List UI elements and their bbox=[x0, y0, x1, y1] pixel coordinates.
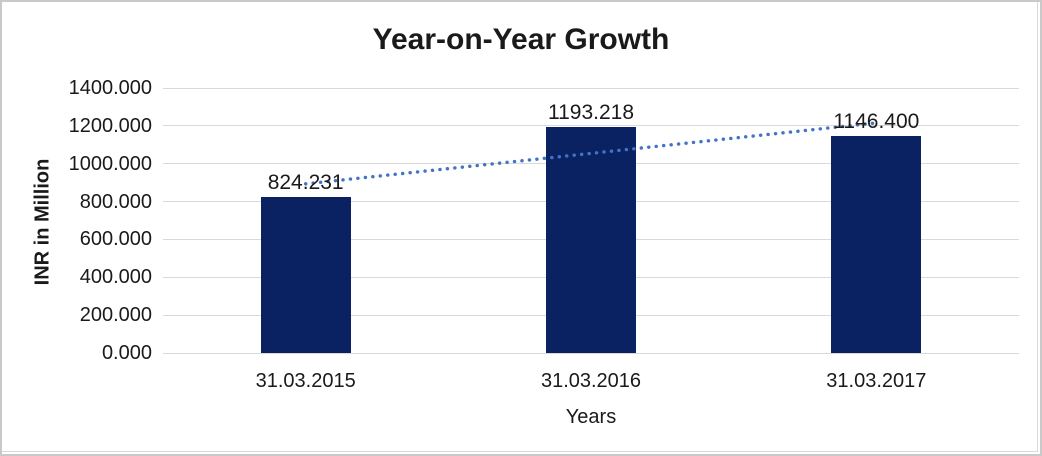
y-tick-label: 800.000 bbox=[79, 190, 152, 213]
bar-value-label: 1193.218 bbox=[547, 101, 635, 125]
y-tick-label: 1000.000 bbox=[68, 152, 152, 175]
y-tick-label: 1200.000 bbox=[68, 114, 152, 137]
y-tick-label: 0.000 bbox=[101, 342, 152, 364]
gridline bbox=[163, 352, 1019, 354]
bar bbox=[260, 196, 351, 353]
bar-value-label: 824.231 bbox=[267, 170, 344, 194]
y-tick-label: 600.000 bbox=[79, 228, 152, 251]
plot-area: 824.231 1193.218 1146.400 bbox=[163, 87, 1019, 354]
x-tick-label: 31.03.2015 bbox=[255, 370, 356, 392]
bar-value-label: 1146.400 bbox=[833, 110, 920, 133]
x-tick-label: 31.03.2016 bbox=[540, 370, 642, 392]
y-tick-label: 400.000 bbox=[79, 266, 152, 289]
x-tick-label: 31.03.2017 bbox=[826, 370, 927, 392]
y-tick-label: 1400.000 bbox=[68, 77, 152, 99]
chart-border-bottom bbox=[2, 451, 1038, 452]
bar bbox=[831, 136, 922, 353]
y-tick-label: 200.000 bbox=[79, 304, 152, 327]
bar bbox=[546, 127, 636, 353]
chart-border-right bbox=[1037, 2, 1038, 452]
chart-title: Year-on-Year Growth bbox=[372, 23, 670, 56]
x-axis-title: Years bbox=[565, 406, 617, 428]
gridline bbox=[163, 87, 1019, 89]
